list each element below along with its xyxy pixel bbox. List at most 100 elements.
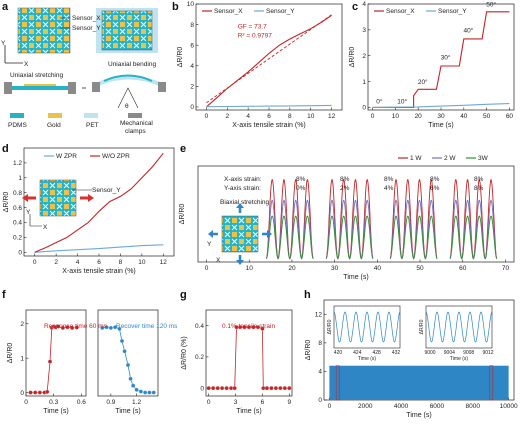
- x-tick-label: 10: [307, 113, 315, 120]
- x-strain-5: 8%: [474, 176, 484, 183]
- x-axis-label: Time (s): [343, 274, 368, 281]
- x-tick-label: 0: [207, 399, 211, 406]
- panel-letter-b: b: [172, 1, 179, 13]
- x-axis-label: Time (s): [236, 408, 261, 415]
- data-point: [65, 325, 70, 330]
- inset-x-label: Time (s): [358, 356, 376, 362]
- data-point: [147, 390, 152, 395]
- y-axis-label: ΔR/R0: [3, 192, 10, 213]
- x-tick-label: 1.2: [132, 399, 141, 406]
- data-point: [56, 324, 61, 329]
- axis-y-label: Y: [1, 40, 6, 47]
- panel-letter-f: f: [2, 289, 6, 301]
- data-point: [33, 390, 38, 395]
- panel-letter-a: a: [2, 1, 9, 13]
- annotation: GF = 73.7: [238, 24, 267, 31]
- data-point: [74, 325, 79, 330]
- x-tick-label: 6: [267, 113, 271, 120]
- x-tick-label: 8000: [466, 403, 481, 410]
- x-tick-label: 0: [205, 113, 209, 120]
- theta-angle-icon: [117, 87, 139, 109]
- legend-swatch-clamps: [128, 113, 142, 118]
- legend-label: 1 W: [410, 155, 422, 162]
- plot-frame: [197, 165, 515, 263]
- x-tick-label: 60: [459, 265, 467, 272]
- y-strain-1: 0%: [296, 185, 306, 192]
- tensile-strain-label: 0.1% tensile strain: [222, 323, 275, 330]
- x-tick-label: 0: [371, 113, 375, 120]
- data-point: [119, 338, 125, 344]
- x-tick-label: 2: [225, 113, 229, 120]
- y-axis-label: ΔR/R0: [305, 340, 312, 361]
- y-axis-label: ΔR/R0: [349, 47, 356, 68]
- legend-label: W ZPR: [56, 153, 77, 160]
- panel-letter-g: g: [180, 289, 187, 301]
- trace: [30, 326, 77, 393]
- y-strain-4: 6%: [430, 185, 440, 192]
- x-tick-label: 10000: [500, 403, 518, 410]
- y-tick-label: 0.6: [13, 205, 22, 212]
- plot-frame: [97, 309, 159, 397]
- inset-chip-d: [39, 179, 77, 217]
- series-Sensor_Y: [206, 104, 332, 108]
- x-tick-label: 4: [76, 259, 80, 266]
- x-tick-label: 4: [246, 113, 250, 120]
- x-tick-label: 20: [415, 113, 423, 120]
- x-tick-label: 6: [261, 399, 265, 406]
- x-tick-label: 50: [483, 113, 491, 120]
- y-axis-label: ΔR/R0 (%): [181, 336, 188, 369]
- stretch-pdms: [8, 86, 72, 90]
- x-tick-label: 0.6: [77, 399, 86, 406]
- data-point: [28, 390, 33, 395]
- x-tick-label: 0: [24, 399, 28, 406]
- data-point: [260, 326, 265, 331]
- y-tick-label: 0.2: [13, 235, 22, 242]
- y-strain-5: 8%: [474, 185, 484, 192]
- data-point: [206, 386, 211, 391]
- x-tick-label: 0: [328, 403, 332, 410]
- legend-label-clamps-1: Mechanical: [120, 120, 153, 127]
- series-2 W: [265, 199, 314, 260]
- x-tick-label: 4000: [394, 403, 409, 410]
- x-tick-label: 50: [416, 265, 424, 272]
- data-point: [108, 325, 114, 331]
- inset-tick-label: 420: [334, 350, 343, 356]
- series-Sensor_X: [372, 11, 510, 108]
- data-point: [264, 386, 270, 391]
- x-tick-label: 12: [328, 113, 336, 120]
- highlight-box-1: [335, 365, 340, 401]
- data-point: [232, 386, 237, 391]
- x-tick-label: 2000: [358, 403, 373, 410]
- series-2 W: [449, 199, 498, 260]
- y-axis-label: ΔR/R0: [7, 343, 14, 364]
- inset-trace: [425, 311, 493, 343]
- x-tick-label: 12: [160, 259, 168, 266]
- bend-clamp-right: [158, 82, 166, 92]
- y-tick-label: 0: [318, 397, 322, 404]
- series-W ZPR: [34, 244, 164, 253]
- legend-label: W/O ZPR: [102, 153, 130, 160]
- data-point: [47, 359, 53, 364]
- x-axis-label: X-axis tensile strain (%): [232, 122, 306, 129]
- y-tick-label: 0.4: [195, 323, 204, 330]
- x-strain-1: 8%: [296, 176, 306, 183]
- step-label: 30°: [441, 54, 451, 62]
- chart-e: 0 10 20 30 40 50 60 70 Time (s) ΔR/R0 1 W 2 W 3W: [179, 155, 515, 281]
- x-tick-label: 0: [33, 259, 37, 266]
- legend-swatch-pdms: [10, 113, 24, 118]
- trace: [208, 326, 290, 389]
- step-label: 20°: [418, 78, 428, 86]
- chart-f-recover: 0.9 1.2 Time (s): [97, 309, 159, 415]
- data-point: [269, 386, 274, 391]
- x-tick-label: 40: [460, 113, 468, 120]
- data-point: [151, 390, 156, 395]
- x-tick-label: 9: [288, 399, 292, 406]
- step-label: 0°: [376, 98, 383, 106]
- chip-stretched: [101, 10, 153, 51]
- data-point: [211, 386, 216, 391]
- data-point: [242, 325, 247, 330]
- y-tick-label: 8: [190, 22, 194, 29]
- step-label: 50°: [486, 1, 496, 9]
- inset-tick-label: 428: [372, 350, 381, 356]
